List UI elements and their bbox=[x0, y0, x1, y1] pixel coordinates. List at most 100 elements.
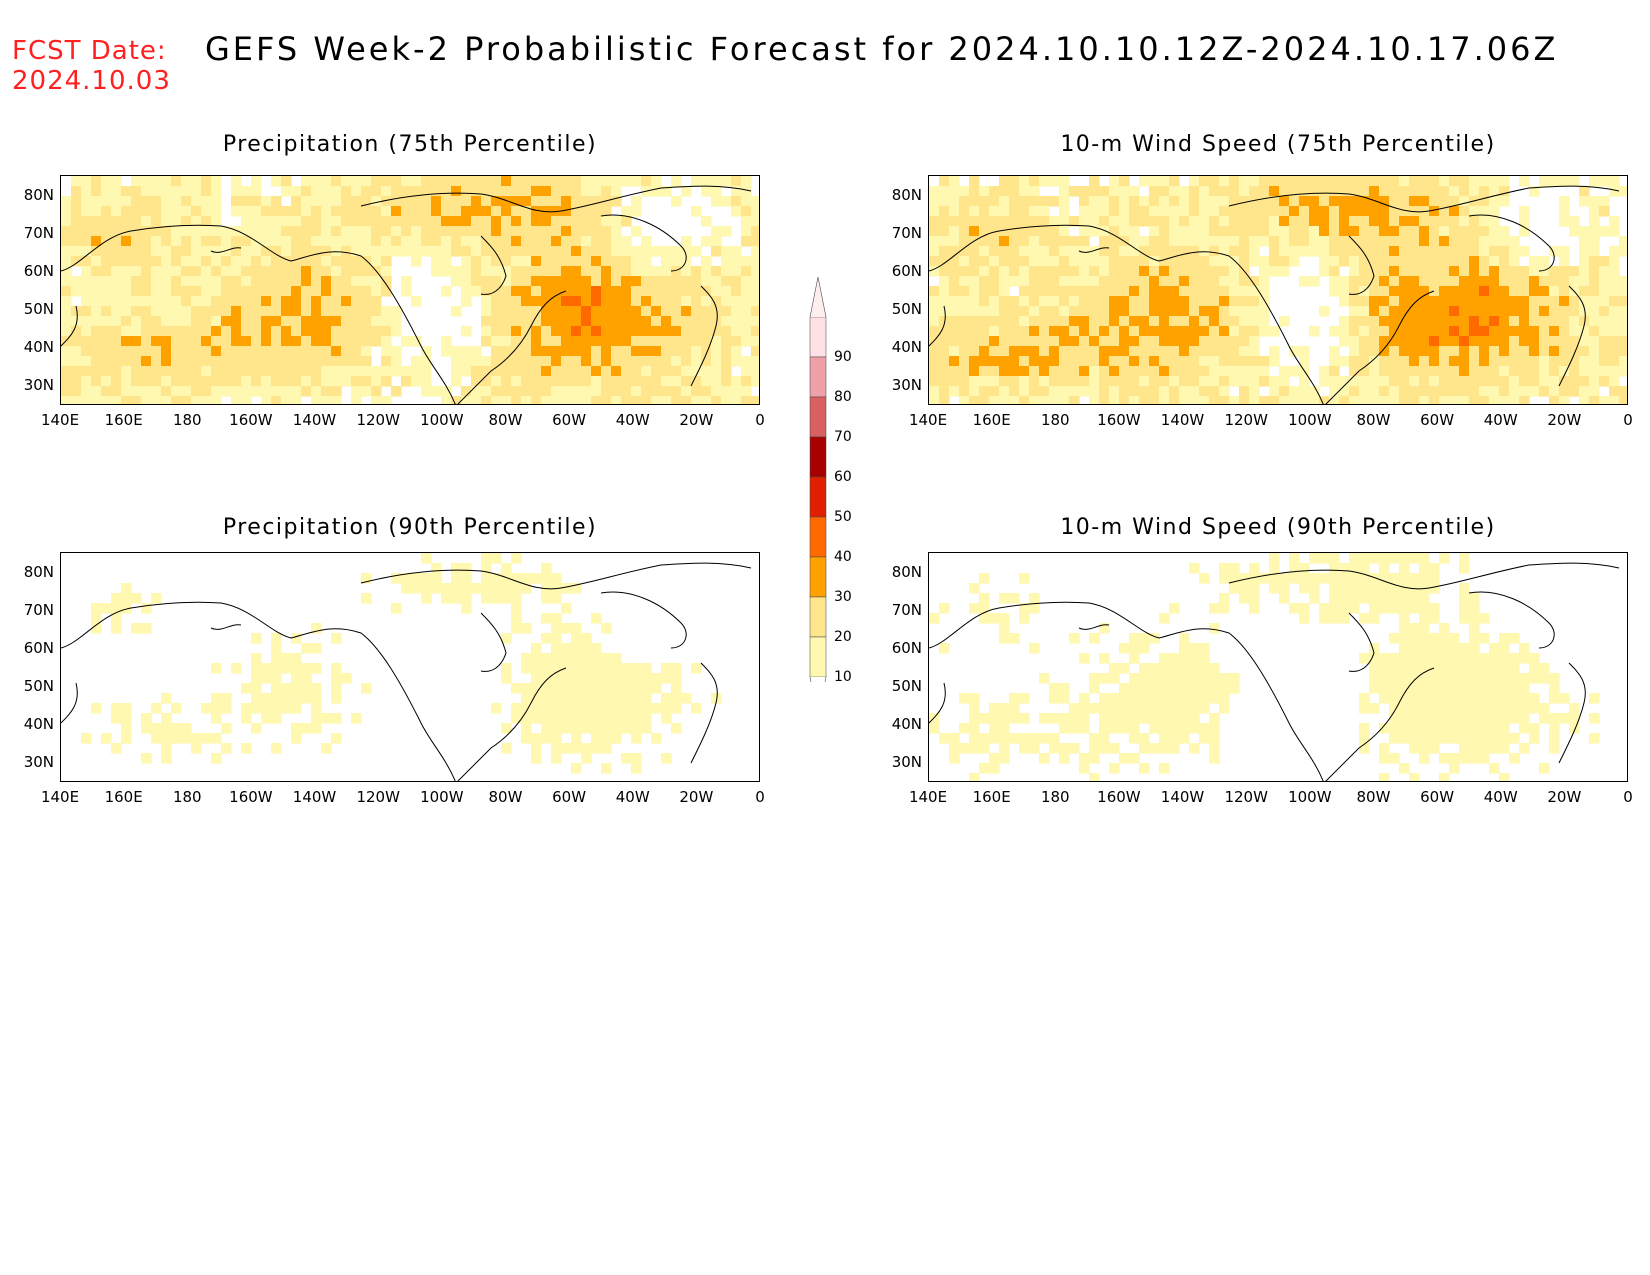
colorbar bbox=[809, 276, 827, 682]
colorbar-swatch bbox=[809, 356, 827, 398]
colorbar-label: 50 bbox=[834, 509, 852, 525]
map-wind-75 bbox=[928, 175, 1628, 405]
colorbar-label: 20 bbox=[834, 629, 852, 645]
map-precip-90 bbox=[60, 552, 760, 782]
lat-tick-label: 30N bbox=[23, 376, 54, 394]
colorbar-label: 60 bbox=[834, 469, 852, 485]
lon-tick-label: 160W bbox=[1097, 788, 1141, 806]
lon-tick-label: 0 bbox=[755, 411, 765, 429]
lon-tick-label: 60W bbox=[552, 411, 587, 429]
page-title: GEFS Week-2 Probabilistic Forecast for 2… bbox=[205, 30, 1559, 68]
colorbar-label: 70 bbox=[834, 429, 852, 445]
lon-tick-label: 40W bbox=[1483, 411, 1518, 429]
lat-tick-label: 80N bbox=[23, 563, 54, 581]
lon-tick-label: 160W bbox=[1097, 411, 1141, 429]
lon-tick-label: 140W bbox=[292, 411, 337, 429]
map-plot bbox=[929, 176, 1627, 404]
lon-tick-label: 60W bbox=[552, 788, 587, 806]
lat-tick-label: 40N bbox=[23, 338, 54, 356]
lat-tick-label: 70N bbox=[891, 224, 922, 242]
lon-tick-label: 80W bbox=[1356, 411, 1391, 429]
colorbar-swatch bbox=[809, 516, 827, 558]
lat-tick-label: 50N bbox=[23, 677, 54, 695]
lon-tick-label: 0 bbox=[755, 788, 765, 806]
lon-tick-label: 20W bbox=[1547, 788, 1582, 806]
lat-tick-label: 60N bbox=[23, 639, 54, 657]
colorbar-label: 40 bbox=[834, 549, 852, 565]
colorbar-label: 10 bbox=[834, 669, 852, 685]
lon-tick-label: 20W bbox=[679, 788, 714, 806]
map-plot bbox=[929, 553, 1620, 781]
lon-tick-label: 140E bbox=[908, 788, 948, 806]
lat-tick-label: 80N bbox=[891, 563, 922, 581]
lat-tick-label: 40N bbox=[891, 715, 922, 733]
map-plot bbox=[61, 176, 759, 404]
lat-tick-label: 80N bbox=[23, 186, 54, 204]
lon-tick-label: 180 bbox=[172, 788, 202, 806]
lat-tick-label: 30N bbox=[23, 753, 54, 771]
colorbar-swatch bbox=[809, 476, 827, 518]
colorbar-swatch bbox=[809, 636, 827, 678]
lat-tick-label: 50N bbox=[891, 677, 922, 695]
colorbar-swatch bbox=[809, 396, 827, 438]
lon-tick-label: 120W bbox=[356, 411, 400, 429]
lon-tick-label: 160W bbox=[229, 788, 273, 806]
lon-tick-label: 40W bbox=[615, 411, 650, 429]
fcst-date-value: 2024.10.03 bbox=[12, 66, 171, 96]
lon-tick-label: 100W bbox=[420, 411, 464, 429]
lon-tick-label: 160E bbox=[972, 411, 1011, 429]
lon-tick-label: 0 bbox=[1623, 411, 1633, 429]
colorbar-swatch bbox=[809, 316, 827, 358]
map-plot bbox=[61, 553, 752, 781]
lon-tick-label: 100W bbox=[420, 788, 464, 806]
lon-tick-label: 20W bbox=[1547, 411, 1582, 429]
lat-tick-label: 40N bbox=[23, 715, 54, 733]
lon-tick-label: 140W bbox=[292, 788, 337, 806]
panel-title-wind-75: 10-m Wind Speed (75th Percentile) bbox=[1060, 132, 1496, 157]
lon-tick-label: 180 bbox=[1040, 788, 1070, 806]
lon-tick-label: 180 bbox=[1040, 411, 1070, 429]
lat-tick-label: 30N bbox=[891, 376, 922, 394]
map-wind-90 bbox=[928, 552, 1628, 782]
lat-tick-label: 50N bbox=[891, 300, 922, 318]
lat-tick-label: 70N bbox=[891, 601, 922, 619]
lon-tick-label: 140E bbox=[908, 411, 948, 429]
lon-tick-label: 140W bbox=[1160, 788, 1205, 806]
fcst-date-label: FCST Date: bbox=[12, 36, 167, 66]
panel-title-precip-90: Precipitation (90th Percentile) bbox=[222, 515, 598, 540]
lon-tick-label: 120W bbox=[1224, 411, 1268, 429]
lon-tick-label: 80W bbox=[488, 788, 523, 806]
colorbar-label: 30 bbox=[834, 589, 852, 605]
lon-tick-label: 20W bbox=[679, 411, 714, 429]
lat-tick-label: 60N bbox=[891, 262, 922, 280]
lat-tick-label: 70N bbox=[23, 224, 54, 242]
lat-tick-label: 80N bbox=[891, 186, 922, 204]
map-precip-75 bbox=[60, 175, 760, 405]
colorbar-swatch bbox=[809, 436, 827, 478]
lon-tick-label: 60W bbox=[1420, 411, 1455, 429]
colorbar-swatch bbox=[809, 556, 827, 598]
lon-tick-label: 160E bbox=[972, 788, 1011, 806]
lat-tick-label: 70N bbox=[23, 601, 54, 619]
lon-tick-label: 180 bbox=[172, 411, 202, 429]
lon-tick-label: 140E bbox=[40, 788, 80, 806]
colorbar-top-arrow bbox=[809, 276, 827, 318]
panel-title-wind-90: 10-m Wind Speed (90th Percentile) bbox=[1060, 515, 1496, 540]
colorbar-swatch bbox=[809, 596, 827, 638]
lon-tick-label: 60W bbox=[1420, 788, 1455, 806]
lon-tick-label: 160E bbox=[104, 788, 143, 806]
lat-tick-label: 60N bbox=[891, 639, 922, 657]
lon-tick-label: 80W bbox=[488, 411, 523, 429]
lat-tick-label: 50N bbox=[23, 300, 54, 318]
panel-title-precip-75: Precipitation (75th Percentile) bbox=[222, 132, 598, 157]
colorbar-label: 90 bbox=[834, 349, 852, 365]
lon-tick-label: 0 bbox=[1623, 788, 1633, 806]
colorbar-bottom-arrow bbox=[809, 676, 827, 682]
lon-tick-label: 160E bbox=[104, 411, 143, 429]
lon-tick-label: 100W bbox=[1288, 411, 1332, 429]
lon-tick-label: 40W bbox=[615, 788, 650, 806]
lon-tick-label: 80W bbox=[1356, 788, 1391, 806]
lon-tick-label: 120W bbox=[1224, 788, 1268, 806]
lon-tick-label: 40W bbox=[1483, 788, 1518, 806]
lon-tick-label: 160W bbox=[229, 411, 273, 429]
